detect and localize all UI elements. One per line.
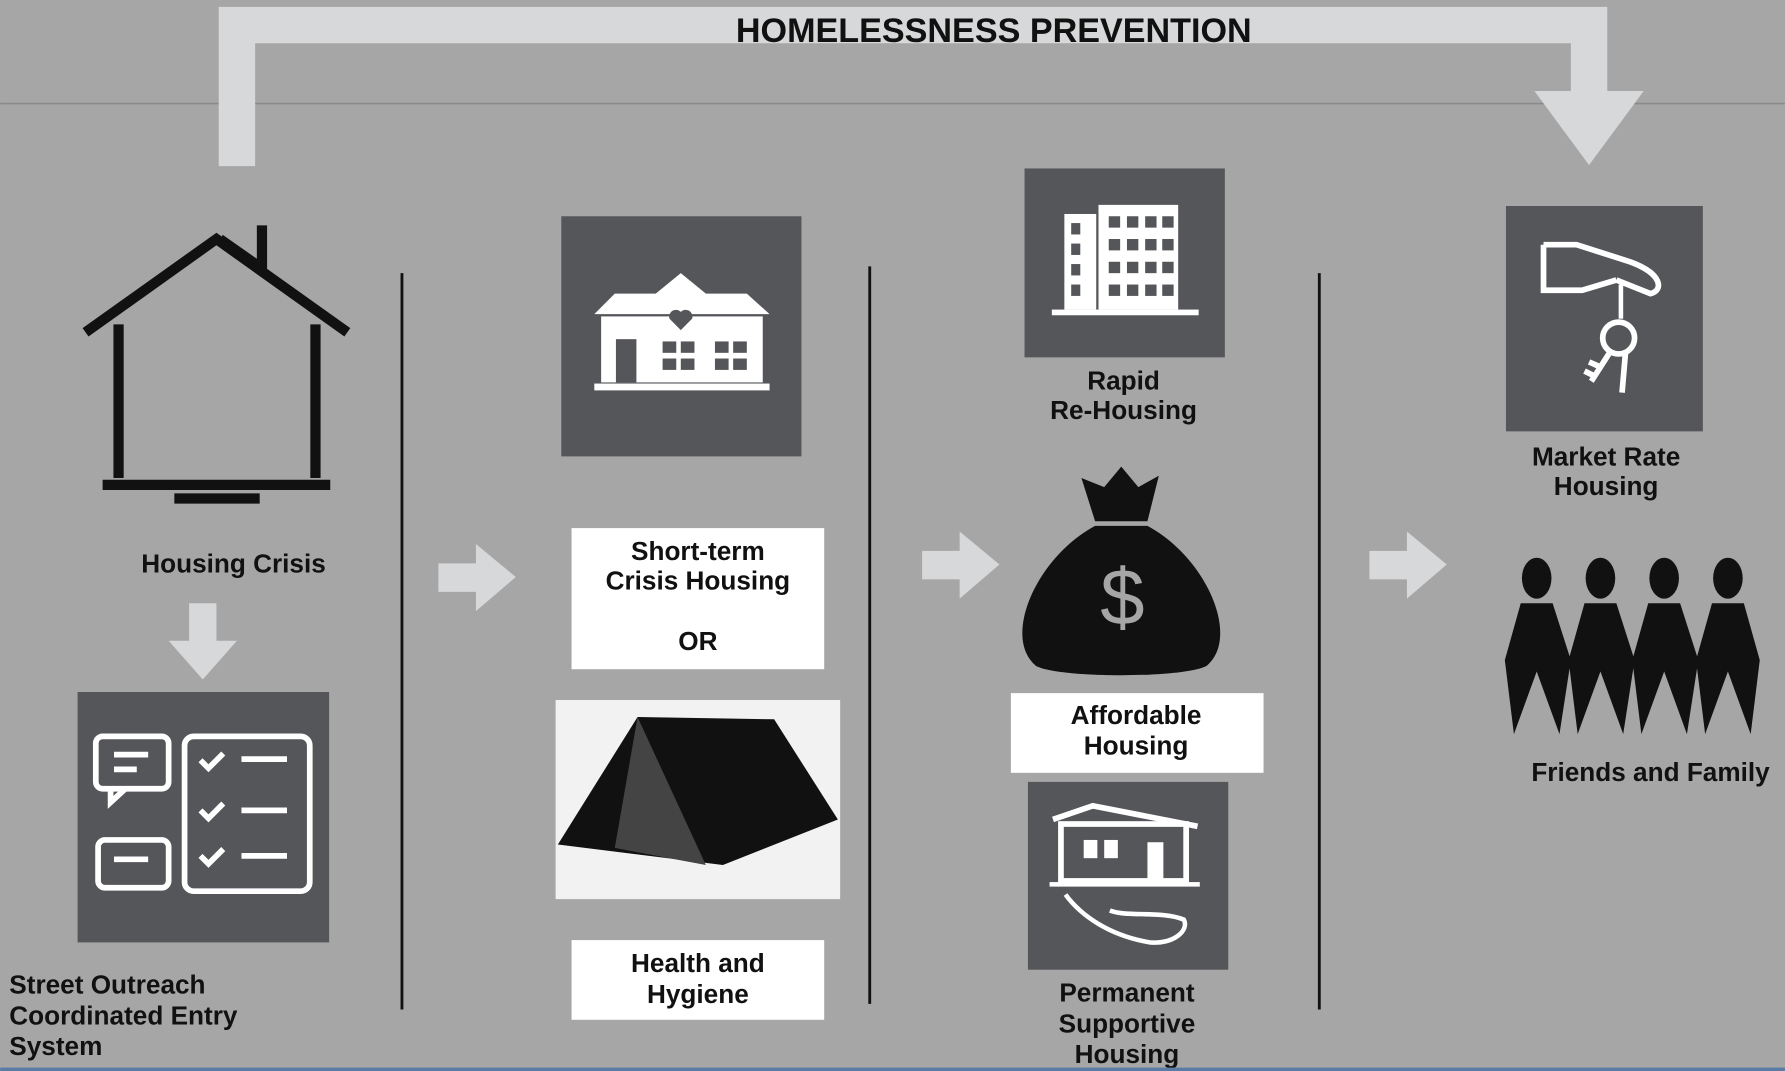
title: HOMELESSNESS PREVENTION: [736, 12, 1252, 50]
affordable-box: [1010, 693, 1264, 773]
arrow-right: [1369, 531, 1447, 599]
person: [1632, 557, 1699, 735]
money-bag-icon: $: [1022, 466, 1221, 676]
label: Re-Housing: [1050, 395, 1197, 425]
label: Crisis Housing: [606, 566, 791, 596]
bottom-rule: [0, 1067, 1785, 1071]
label: Affordable: [1071, 700, 1202, 730]
label: Market Rate: [1532, 442, 1680, 472]
building-icon: [1024, 168, 1225, 358]
supportive-icon: [1027, 781, 1229, 970]
tent-image: [555, 699, 841, 900]
label: System: [9, 1031, 102, 1061]
checklist-icon: [77, 691, 330, 943]
key-hand-icon: [1505, 206, 1703, 432]
health-box: [571, 940, 825, 1020]
label: Housing: [1084, 731, 1189, 761]
label: Rapid: [1087, 365, 1160, 395]
label: Supportive: [1059, 1008, 1196, 1038]
arrow-right: [922, 531, 1000, 599]
person: [1568, 557, 1635, 735]
label: Street Outreach: [9, 970, 205, 1000]
flow-arrows: [168, 531, 1447, 680]
shelter-icon: [561, 216, 802, 457]
house-icon: [82, 225, 351, 504]
prevention-arrow: [218, 6, 1644, 167]
label: Permanent: [1059, 978, 1194, 1008]
person: [1696, 557, 1760, 735]
label: Friends and Family: [1531, 757, 1770, 787]
label: Housing: [1554, 471, 1659, 501]
label: Health and: [631, 948, 765, 978]
people-icon: [1504, 557, 1760, 735]
label: OR: [678, 626, 717, 656]
label: Short-term: [631, 536, 765, 566]
short-term-box: [571, 528, 825, 670]
label: Hygiene: [647, 979, 749, 1009]
dollar-sign: $: [1100, 552, 1144, 641]
arrow-right: [438, 544, 516, 612]
person: [1504, 557, 1571, 735]
label: Coordinated Entry: [9, 1000, 238, 1030]
arrow-down: [168, 603, 237, 680]
label: Housing: [1075, 1039, 1180, 1069]
label: Housing Crisis: [141, 549, 326, 579]
